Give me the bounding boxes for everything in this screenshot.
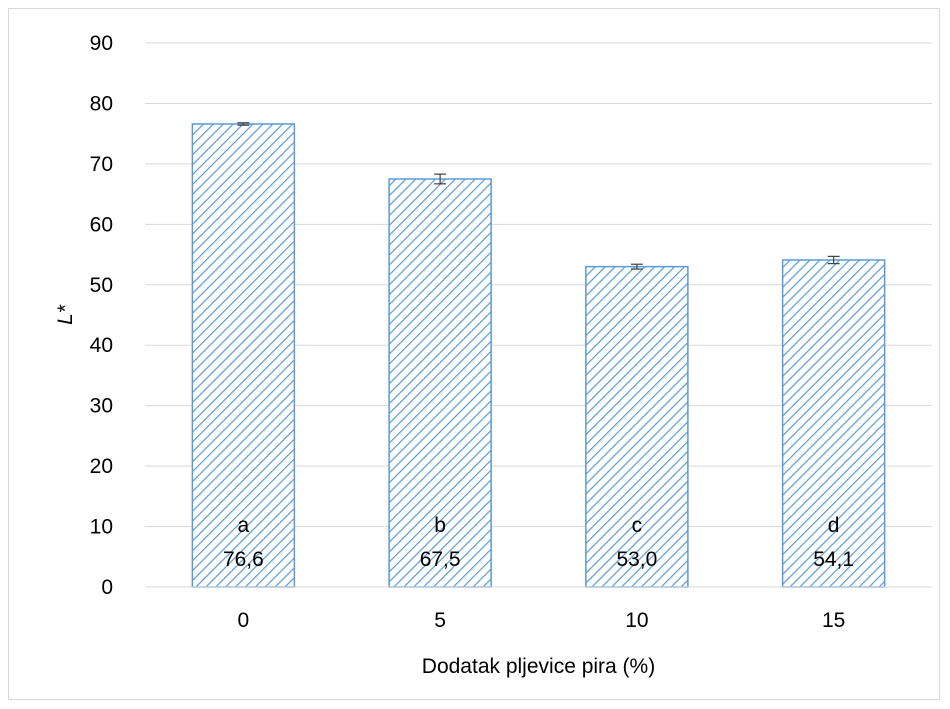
chart-frame [8,8,940,700]
y-tick-label: 80 [90,92,113,115]
significance-letter: c [632,514,643,537]
y-tick-label: 30 [90,395,113,418]
x-tick-label: 0 [238,609,250,632]
x-tick-label: 10 [625,609,648,632]
y-tick-label: 40 [90,334,113,357]
y-tick-label: 0 [101,576,113,599]
significance-letter: b [434,514,446,537]
y-tick-label: 50 [90,274,113,297]
value-label: 67,5 [420,548,461,571]
value-label: 53,0 [616,548,657,571]
y-axis-ticks: 0 10 20 30 40 50 60 70 80 90 [90,32,113,599]
bar [585,265,689,588]
y-tick-label: 70 [90,153,113,176]
significance-letter: d [828,514,840,537]
x-tick-label: 5 [434,609,446,632]
value-label: 54,1 [813,548,854,571]
value-label: 76,6 [223,548,264,571]
x-tick-label: 15 [822,609,845,632]
significance-letter: a [238,514,250,537]
x-axis-title: Dodatak pljevice pira (%) [422,655,655,678]
y-tick-label: 90 [90,32,113,55]
y-tick-label: 10 [90,516,113,539]
bars: a 76,6 b 67,5 c 53,0 d 54,1 [191,122,886,588]
y-axis-title: L* [54,304,77,325]
y-tick-label: 20 [90,455,113,478]
bar [781,259,886,588]
x-axis-ticks: 0 5 10 15 [238,609,846,632]
y-tick-label: 60 [90,213,113,236]
bar [191,123,296,588]
